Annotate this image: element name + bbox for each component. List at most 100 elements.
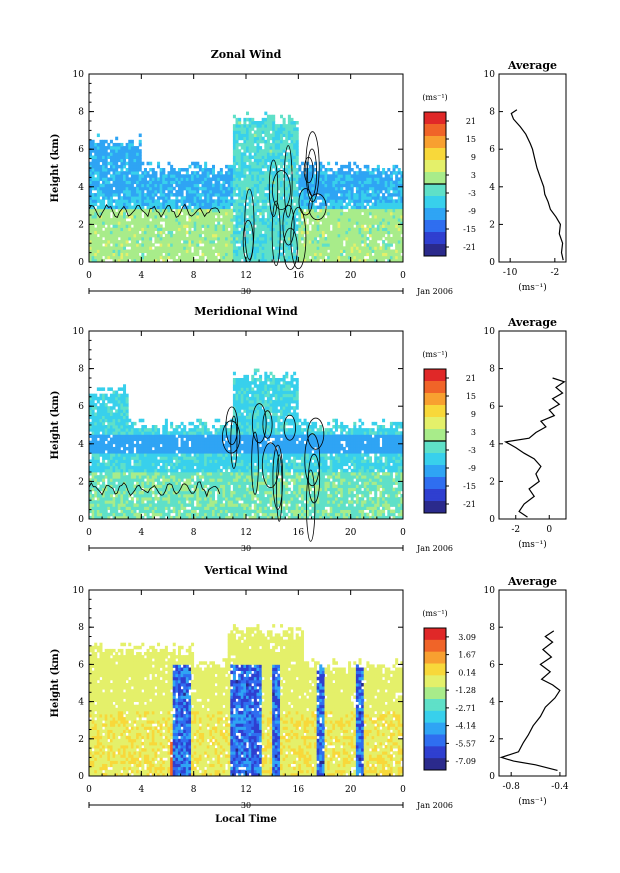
x-tick-label: 8 [191, 271, 197, 281]
profile-line [510, 109, 564, 261]
heatmap-cell [253, 139, 257, 144]
heatmap-cell [96, 497, 100, 501]
heatmap-cell [102, 509, 106, 514]
heatmap-cell [295, 189, 299, 194]
heatmap-cell [232, 252, 236, 257]
heatmap-cell [143, 227, 147, 232]
heatmap-cell [261, 171, 265, 175]
heatmap-cell [196, 196, 200, 200]
heatmap-cell [371, 236, 375, 241]
colorbar-swatch [424, 126, 446, 130]
heatmap-cell [96, 459, 100, 463]
heatmap-cell [329, 193, 333, 197]
heatmap-cell [125, 406, 129, 410]
heatmap-cell [324, 227, 328, 232]
heatmap-cell [319, 189, 323, 194]
heatmap-cell [193, 208, 197, 213]
heatmap-cell [363, 221, 367, 225]
heatmap-cell [130, 512, 134, 517]
heatmap-cell [235, 117, 239, 122]
heatmap-cell [167, 199, 171, 203]
heatmap-cell [272, 161, 276, 166]
heatmap-cell [269, 180, 273, 185]
colorbar-swatch [424, 229, 446, 233]
heatmap-cell [287, 142, 291, 147]
heatmap-cell [109, 249, 113, 253]
heatmap-cell [358, 227, 362, 232]
heatmap-cell [290, 136, 294, 141]
heatmap-cell [348, 230, 352, 235]
heatmap-cell [259, 208, 263, 213]
heatmap-cell [91, 515, 95, 520]
heatmap-cell [251, 161, 255, 166]
heatmap-cell [138, 196, 142, 200]
heatmap-cell [138, 155, 142, 159]
heatmap-cell [138, 133, 142, 138]
heatmap-cell [117, 233, 121, 238]
heatmap-cell [374, 258, 378, 263]
heatmap-cell [102, 139, 106, 144]
heatmap-cell [91, 462, 95, 467]
chart-title: Zonal Wind [211, 48, 282, 61]
heatmap-cell [316, 233, 320, 238]
heatmap-cell [109, 453, 113, 457]
heatmap-cell [123, 434, 127, 438]
heatmap-cell [379, 249, 383, 253]
heatmap-cell [120, 440, 124, 445]
heatmap-cell [389, 249, 393, 253]
heatmap-cell [353, 177, 357, 181]
heatmap-cell [146, 468, 150, 473]
heatmap-cell [342, 230, 346, 235]
heatmap-cell [206, 233, 210, 238]
heatmap-cell [183, 186, 187, 191]
heatmap-cell [274, 186, 278, 191]
heatmap-cell [256, 152, 260, 156]
heatmap-cell [332, 171, 336, 175]
heatmap-cell [128, 428, 132, 432]
heatmap-cell [112, 255, 116, 260]
heatmap-cell [157, 462, 161, 467]
heatmap-cell [217, 224, 221, 228]
heatmap-cell [274, 146, 278, 150]
heatmap-cell [280, 161, 284, 166]
heatmap-cell [206, 236, 210, 241]
heatmap-cell [303, 168, 307, 172]
heatmap-cell [141, 431, 145, 435]
heatmap-cell [248, 240, 252, 244]
heatmap-cell [240, 168, 244, 172]
heatmap-cell [238, 258, 242, 263]
heatmap-cell [340, 249, 344, 253]
heatmap-cell [167, 180, 171, 185]
heatmap-cell [128, 224, 132, 228]
heatmap-cell [366, 199, 370, 203]
heatmap-cell [334, 255, 338, 260]
heatmap-cell [285, 127, 289, 131]
heatmap-cell [157, 249, 161, 253]
colorbar-swatch [424, 222, 446, 226]
heatmap-cell [251, 127, 255, 131]
heatmap-cell [99, 484, 103, 489]
heatmap-cell [159, 255, 163, 260]
heatmap-cell [293, 258, 297, 263]
heatmap-cell [170, 243, 174, 247]
heatmap-cell [151, 221, 155, 225]
heatmap-cell [246, 174, 250, 178]
heatmap-cell [96, 180, 100, 185]
heatmap-cell [128, 186, 132, 191]
profile-x-label: (ms⁻¹) [518, 282, 547, 293]
heatmap-cell [376, 208, 380, 213]
heatmap-cell [120, 174, 124, 178]
heatmap-cell [259, 130, 263, 134]
heatmap-cell [400, 183, 404, 188]
heatmap-cell [266, 168, 270, 172]
heatmap-cell [143, 497, 147, 501]
heatmap-cell [353, 236, 357, 241]
heatmap-cell [120, 456, 124, 460]
heatmap-cell [154, 186, 158, 191]
heatmap-cell [159, 196, 163, 200]
heatmap-cell [282, 139, 286, 144]
heatmap-cell [146, 462, 150, 467]
heatmap-cell [400, 218, 404, 222]
heatmap-cell [272, 186, 276, 191]
heatmap-cell [133, 478, 137, 482]
